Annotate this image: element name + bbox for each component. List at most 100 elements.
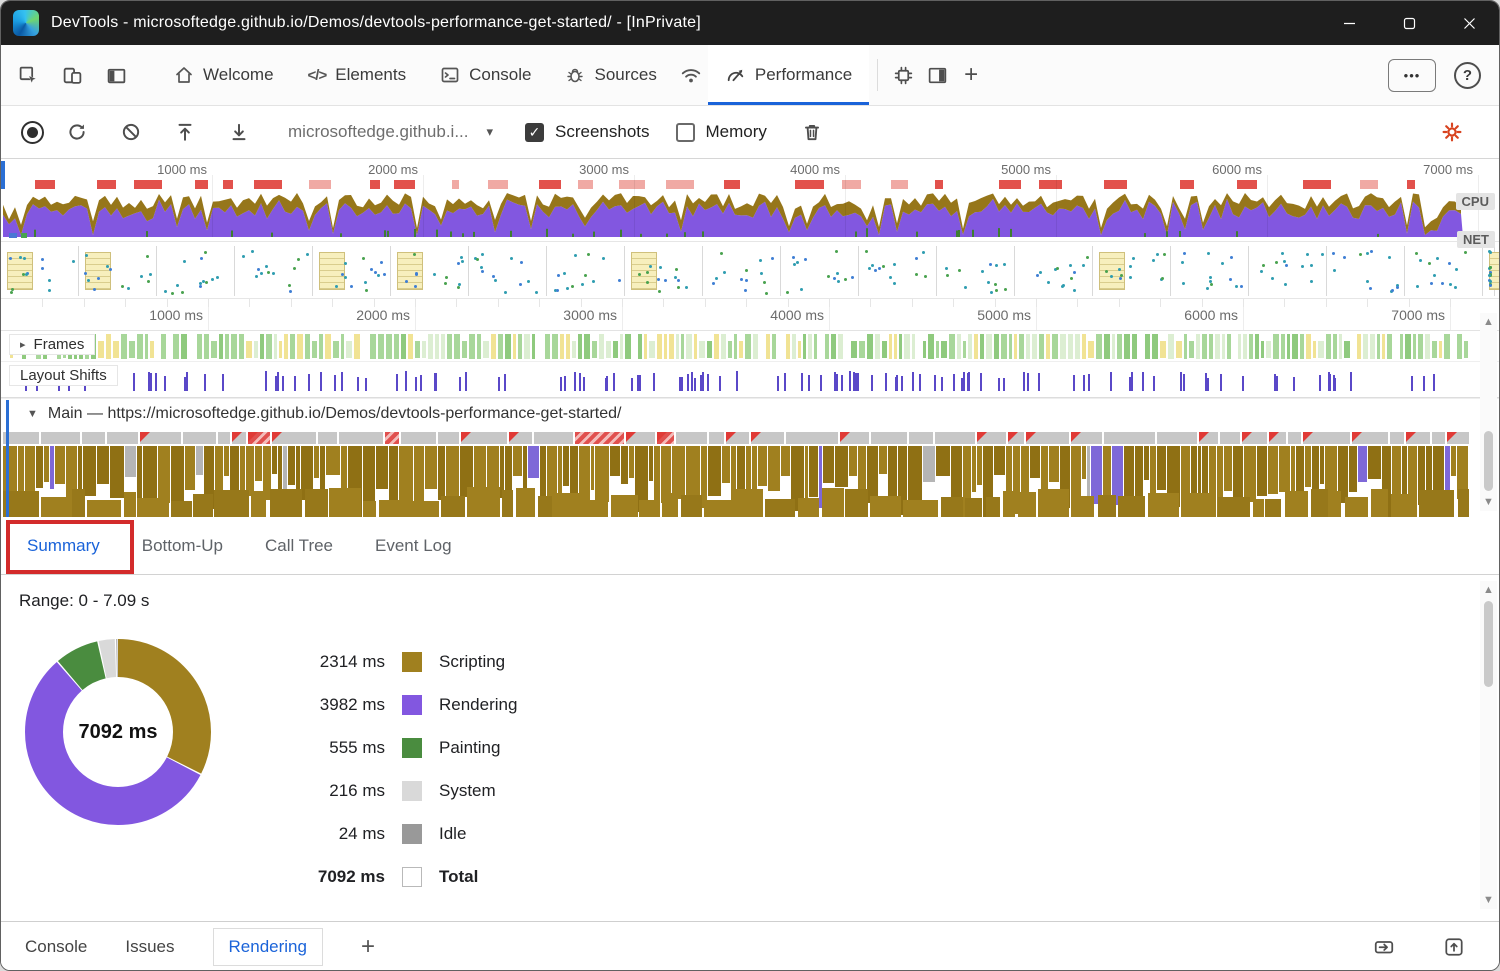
filmstrip-thumbnail[interactable]	[470, 246, 547, 296]
drawer-right-icons	[1367, 931, 1499, 963]
filmstrip-thumbnail[interactable]	[2, 246, 79, 296]
filmstrip-thumbnail[interactable]	[860, 246, 937, 296]
toolbar-right: ••• ?	[1388, 45, 1489, 105]
memory-checkbox[interactable]: Memory	[675, 122, 767, 142]
memory-tool-button[interactable]	[886, 59, 920, 91]
save-profile-button[interactable]	[222, 116, 256, 148]
filmstrip-thumbnail[interactable]	[392, 246, 469, 296]
drawer-add-tab-button[interactable]: +	[360, 932, 375, 960]
legend-row-total: 7092 ms Total	[301, 864, 517, 890]
layout-shifts-track[interactable]: Layout Shifts	[1, 362, 1499, 398]
summary-scrollbar[interactable]: ▲ ▼	[1480, 581, 1497, 909]
filmstrip-thumbnail[interactable]	[1094, 246, 1171, 296]
cpu-area-chart	[3, 193, 1463, 237]
plus-icon: +	[964, 61, 979, 88]
timeline-overview[interactable]: 1000 ms 2000 ms 3000 ms 4000 ms 5000 ms 6000 …	[1, 159, 1499, 248]
toolbar-left-icons	[11, 45, 133, 105]
title-bar: DevTools - microsoftedge.github.io/Demos…	[1, 1, 1499, 45]
flame-chart[interactable]	[1, 429, 1469, 517]
gear-icon	[1442, 122, 1462, 142]
filmstrip-thumbnail[interactable]	[704, 246, 781, 296]
legend-swatch	[402, 781, 422, 801]
drawer-shortcut-button[interactable]	[1367, 931, 1401, 963]
filmstrip-thumbnail[interactable]	[938, 246, 1015, 296]
window-title: DevTools - microsoftedge.github.io/Demos…	[51, 14, 701, 31]
drawer-tab-console[interactable]: Console	[25, 936, 88, 956]
tab-label: Console	[469, 65, 532, 84]
screenshots-checkbox[interactable]: ✓ Screenshots	[525, 122, 650, 142]
filmstrip-thumbnail[interactable]	[236, 246, 313, 296]
more-tools-button[interactable]: •••	[1388, 58, 1436, 92]
filmstrip-thumbnail[interactable]	[1250, 246, 1327, 296]
tab-welcome[interactable]: Welcome	[157, 45, 291, 105]
close-button[interactable]	[1439, 1, 1499, 45]
filmstrip-thumbnail[interactable]	[1328, 246, 1405, 296]
maximize-button[interactable]	[1379, 1, 1439, 45]
scrollbar-thumb[interactable]	[1484, 601, 1493, 687]
wifi-icon	[681, 69, 701, 83]
scroll-down-icon[interactable]: ▼	[1483, 894, 1494, 906]
layout-shifts-track-header[interactable]: Layout Shifts	[9, 365, 118, 386]
donut-segment-scripting	[25, 639, 211, 825]
drawer-tab-issues[interactable]: Issues	[125, 936, 175, 956]
dock-side-button[interactable]	[99, 59, 133, 91]
main-thread-track-header[interactable]: ▼ Main — https://microsoftedge.github.io…	[1, 398, 1499, 429]
filmstrip-thumbnail[interactable]	[80, 246, 157, 296]
inspect-button[interactable]	[11, 59, 45, 91]
drawer-tab-rendering[interactable]: Rendering	[212, 927, 323, 966]
filmstrip-thumbnail[interactable]	[1016, 246, 1093, 296]
record-button[interactable]	[21, 120, 44, 144]
checkbox-checked-icon: ✓	[525, 122, 545, 142]
tab-network[interactable]	[674, 59, 708, 91]
filmstrip-thumbnail[interactable]	[1406, 246, 1483, 296]
dock-bottom-icon	[928, 67, 946, 83]
load-profile-button[interactable]	[168, 116, 202, 148]
filmstrip-thumbnail[interactable]	[1484, 246, 1499, 296]
filmstrip-thumbnail[interactable]	[314, 246, 391, 296]
filmstrip-thumbnail[interactable]	[1172, 246, 1249, 296]
legend-swatch	[402, 652, 422, 672]
time-tick-label: 7000 ms	[1391, 307, 1445, 323]
filmstrip-thumbnail[interactable]	[626, 246, 703, 296]
collapsed-arrow-icon: ▸	[20, 339, 26, 351]
minimize-button[interactable]	[1319, 1, 1379, 45]
time-tick-label: 6000 ms	[1212, 162, 1262, 177]
tab-elements[interactable]: </> Elements	[291, 45, 424, 105]
device-emulation-button[interactable]	[55, 59, 89, 91]
scrollbar-thumb[interactable]	[1484, 431, 1493, 491]
legend-value: 24 ms	[338, 824, 385, 843]
frames-track-header[interactable]: ▸ Frames	[9, 334, 96, 355]
layout-tool-button[interactable]	[920, 59, 954, 91]
filmstrip-thumbnail[interactable]	[158, 246, 235, 296]
expand-panel-button[interactable]	[1437, 931, 1471, 963]
refresh-record-button[interactable]	[60, 116, 94, 148]
time-tick-label: 5000 ms	[977, 307, 1031, 323]
add-tools-button[interactable]: +	[954, 59, 988, 91]
scroll-up-icon[interactable]: ▲	[1483, 584, 1494, 596]
net-badge: NET	[1457, 231, 1495, 248]
scroll-up-icon[interactable]: ▲	[1483, 316, 1494, 328]
scroll-down-icon[interactable]: ▼	[1483, 496, 1494, 508]
tab-performance[interactable]: Performance	[707, 45, 870, 105]
frames-track[interactable]: ▸ Frames	[1, 331, 1499, 362]
filmstrip-thumbnail[interactable]	[782, 246, 859, 296]
profile-selector[interactable]: microsoftedge.github.i... ▾	[288, 122, 493, 142]
tracks-scrollbar[interactable]: ▲ ▼	[1480, 313, 1497, 511]
delete-recording-button[interactable]	[795, 116, 829, 148]
close-icon	[1463, 17, 1475, 29]
tab-console[interactable]: Console	[423, 45, 548, 105]
tab-sources[interactable]: Sources	[548, 45, 673, 105]
capture-settings-button[interactable]	[1435, 116, 1469, 148]
edge-devtools-logo-icon	[13, 10, 39, 36]
tab-bottom-up[interactable]: Bottom-Up	[141, 535, 223, 555]
profile-selector-value: microsoftedge.github.i...	[288, 122, 469, 141]
tab-event-log[interactable]: Event Log	[375, 535, 452, 555]
overflow-dots-icon: •••	[1403, 67, 1421, 83]
help-button[interactable]: ?	[1454, 61, 1481, 89]
tab-summary[interactable]: Summary	[27, 535, 100, 555]
clear-button[interactable]	[114, 116, 148, 148]
filmstrip-thumbnail[interactable]	[548, 246, 625, 296]
tab-call-tree[interactable]: Call Tree	[264, 535, 334, 555]
screenshots-filmstrip[interactable]	[1, 241, 1499, 299]
